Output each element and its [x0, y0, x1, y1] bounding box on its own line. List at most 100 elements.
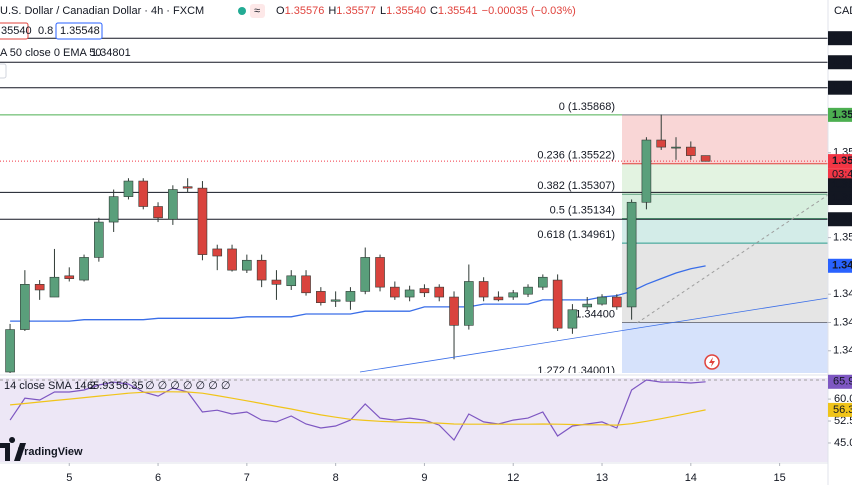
rsi-legend: 14 close SMA 14 2 — [4, 380, 96, 392]
candle-body — [286, 275, 297, 287]
fib-zone — [622, 322, 828, 373]
fib-label: 0.382 (1.35307) — [537, 180, 615, 192]
price-label-box — [828, 191, 852, 206]
fib-label: 0 (1.35868) — [559, 101, 615, 113]
candle-body — [449, 296, 459, 326]
x-tick-label: 7 — [244, 472, 250, 484]
price-label: 1.35 — [832, 155, 852, 167]
candle-body — [34, 284, 45, 291]
fib-label: 0.618 (1.34961) — [537, 229, 615, 241]
candle-body — [656, 139, 667, 148]
candle-body — [330, 299, 341, 302]
candle-body — [434, 286, 445, 298]
candle-body — [493, 296, 504, 301]
x-tick-label: 8 — [333, 472, 339, 484]
rsi-last-label: 65.9 — [833, 376, 852, 388]
price-label-box — [828, 31, 852, 46]
price-label-box — [828, 258, 852, 273]
candle-body — [168, 189, 178, 220]
candle-body — [64, 275, 75, 279]
logo[interactable]: TradingView — [0, 437, 83, 461]
x-tick-label: 13 — [596, 472, 608, 484]
candle-body — [345, 291, 356, 302]
countdown-box — [828, 168, 852, 182]
candle-body — [256, 259, 267, 281]
price-label: 1.34 — [832, 260, 852, 272]
candle-body — [49, 276, 60, 298]
sell-button[interactable] — [0, 22, 29, 40]
symbol-title: U.S. Dollar / Canadian Dollar · 4h · FXC… — [0, 5, 204, 17]
price-label-box — [828, 80, 852, 95]
fib-label: 1.34400 — [575, 308, 615, 320]
candle-body — [123, 180, 134, 197]
main-pane: 0 (1.35868) 0.236 (1.35522) 0.382 (1.35307… — [0, 37, 828, 373]
fib-zone — [622, 114, 828, 164]
candle-body — [316, 291, 326, 303]
candle-body — [538, 276, 548, 288]
rsi-band — [0, 378, 828, 462]
candle-body — [20, 284, 30, 330]
y-tick-label: 1.34 — [833, 345, 852, 357]
x-tick-label: 9 — [421, 472, 427, 484]
candle-body — [508, 292, 519, 298]
fib-label: 0.236 (1.35522) — [537, 150, 615, 162]
candle-body — [641, 139, 652, 203]
candle-body — [301, 275, 311, 294]
price-label: 1.35 — [832, 213, 852, 225]
sma-legend-value: 56.35 — [116, 380, 144, 392]
buy-button[interactable] — [55, 22, 103, 40]
candle-body — [271, 279, 282, 285]
rsi-y-tick-label: 45.0 — [834, 437, 852, 449]
data-badge-icon: ≈ — [254, 5, 260, 17]
rsi-line — [9, 379, 706, 441]
x-tick-label: 12 — [507, 472, 519, 484]
fib-zone — [622, 243, 828, 323]
ema-line — [10, 265, 706, 322]
candle-body — [626, 201, 637, 308]
candle-body — [182, 186, 193, 189]
candle-body — [523, 286, 533, 295]
candle-body — [597, 296, 607, 305]
candle-body — [153, 206, 163, 219]
candle-body — [242, 259, 252, 271]
x-tick-label: 5 — [66, 472, 72, 484]
price-label-box — [828, 212, 852, 227]
buy-price: 1.35548 — [60, 25, 100, 37]
candle-body — [464, 281, 474, 326]
candle-body — [390, 286, 400, 298]
price-label-box — [828, 178, 852, 193]
candle-body — [552, 279, 563, 329]
candle-body — [612, 296, 622, 308]
rsi-pane — [0, 378, 828, 462]
fib-zone — [622, 218, 828, 244]
y-tick-label: 1.35 — [833, 232, 852, 244]
collapse-legend[interactable] — [0, 63, 7, 79]
candle-body — [138, 180, 149, 207]
candle-body — [197, 187, 208, 255]
logo-text: TradingView — [18, 446, 83, 458]
x-tick-label: 15 — [773, 472, 785, 484]
candle-body — [404, 289, 415, 298]
rsi-last-box — [828, 374, 852, 389]
fib-zone — [622, 163, 828, 195]
candle-body — [375, 257, 385, 288]
candle-body — [671, 146, 681, 149]
alert-icon[interactable] — [704, 354, 720, 370]
y-tick-label: 1.34 — [833, 288, 852, 300]
price-label-box — [828, 107, 852, 122]
price-label-box — [828, 55, 852, 70]
fib-label: 0.5 (1.35134) — [550, 205, 615, 217]
candle-body — [478, 281, 489, 298]
logo-icon — [0, 437, 26, 461]
overlay — [359, 194, 828, 373]
rsi-y-tick-label: 60.0 — [834, 393, 852, 405]
candle-body — [419, 288, 430, 294]
candle-body — [360, 257, 371, 292]
price-label-box — [828, 154, 852, 169]
data-badge — [250, 4, 265, 18]
sell-price: 35540 — [1, 25, 32, 37]
rsi-last-label: 56.3 — [833, 404, 852, 416]
currency: CAD — [834, 5, 852, 17]
